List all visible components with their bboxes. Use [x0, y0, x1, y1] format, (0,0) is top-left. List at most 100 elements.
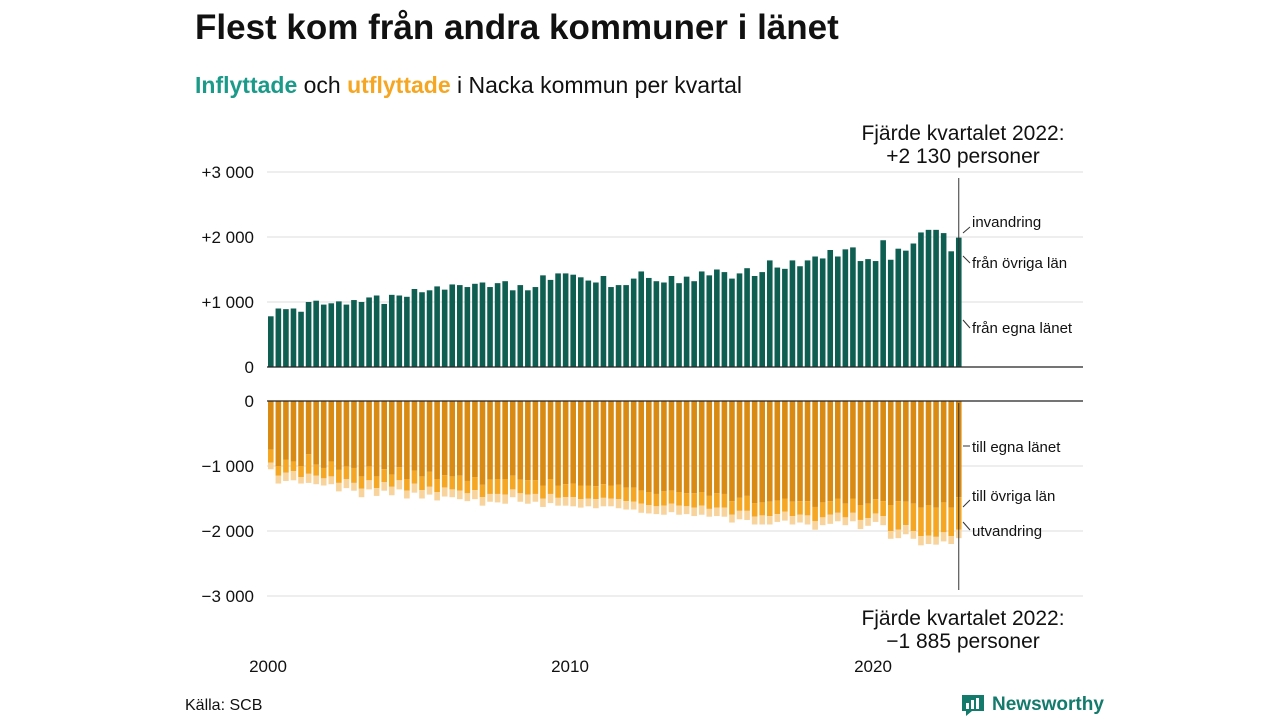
x-tick-label: 2020: [854, 657, 892, 676]
bar-out-2: [638, 503, 645, 513]
bar-out-2: [464, 493, 471, 502]
bar-out-1: [502, 479, 508, 495]
bar-in-0: [925, 229, 932, 367]
bar-out-0: [827, 401, 834, 502]
bar-out-0: [540, 401, 546, 486]
series-label: från övriga län: [972, 255, 1067, 272]
bar-in-0: [638, 271, 645, 367]
source-label: Källa: SCB: [185, 697, 263, 714]
chart-subtitle: Inflyttade och utflyttade i Nacka kommun…: [195, 72, 742, 99]
bar-out-0: [509, 401, 516, 476]
bar-out-1: [676, 492, 682, 506]
bar-in-0: [404, 296, 410, 367]
bar-out-2: [615, 499, 622, 509]
bar-out-0: [388, 401, 395, 475]
bar-in-0: [509, 290, 516, 367]
bar-out-2: [933, 536, 939, 545]
bar-out-0: [676, 401, 682, 492]
bar-out-0: [343, 401, 350, 467]
bar-in-0: [373, 295, 380, 367]
bar-out-0: [706, 401, 713, 496]
bar-out-2: [388, 486, 395, 496]
bar-out-2: [532, 493, 539, 502]
bar-out-2: [434, 492, 440, 501]
bar-out-0: [358, 401, 365, 477]
bar-out-1: [933, 507, 939, 537]
bar-in-0: [827, 250, 834, 367]
bar-out-2: [842, 517, 849, 526]
bar-out-2: [736, 510, 743, 520]
bar-out-2: [903, 525, 909, 535]
bar-in-0: [933, 229, 939, 367]
bar-in-0: [744, 268, 750, 367]
bar-in-0: [479, 282, 486, 367]
bar-out-0: [585, 401, 592, 486]
bar-out-0: [865, 401, 871, 504]
bar-out-0: [479, 401, 486, 485]
bar-out-0: [555, 401, 561, 486]
x-tick-label: 2010: [551, 657, 589, 676]
bar-in-0: [449, 284, 456, 367]
bar-out-0: [646, 401, 652, 492]
bar-out-2: [865, 518, 871, 526]
bar-out-1: [819, 502, 826, 518]
bar-in-0: [706, 275, 713, 367]
bar-out-1: [615, 484, 622, 500]
bar-out-2: [570, 497, 576, 507]
bar-in-0: [842, 249, 849, 367]
bar-in-0: [661, 282, 667, 367]
bar-in-0: [940, 233, 947, 367]
bar-out-1: [517, 479, 524, 494]
bar-out-1: [336, 469, 342, 483]
bar-out-0: [305, 401, 312, 455]
bar-out-1: [895, 501, 902, 530]
bar-out-0: [457, 401, 463, 476]
bar-out-1: [411, 470, 418, 484]
bar-out-0: [290, 401, 297, 462]
bar-out-1: [759, 502, 765, 516]
bar-out-0: [577, 401, 584, 486]
bar-out-0: [835, 401, 841, 499]
bar-out-2: [509, 489, 516, 498]
bar-out-0: [298, 401, 304, 466]
bar-in-0: [668, 276, 675, 367]
bar-out-1: [464, 480, 471, 494]
bar-out-2: [577, 499, 584, 508]
brand-logo: Newsworthy: [960, 692, 1104, 718]
bar-in-0: [872, 261, 879, 367]
bar-out-1: [638, 490, 645, 504]
bar-out-0: [668, 401, 675, 491]
bar-out-1: [305, 454, 312, 474]
bar-out-1: [268, 449, 274, 463]
bar-out-2: [283, 472, 289, 481]
bar-out-2: [562, 497, 569, 506]
bar-in-0: [615, 285, 622, 367]
series-label-leader: [962, 499, 971, 508]
bar-out-2: [751, 516, 758, 525]
chart-title: Flest kom från andra kommuner i länet: [195, 8, 839, 47]
bar-out-2: [336, 482, 342, 492]
series-label: till övriga län: [972, 488, 1055, 505]
bar-out-0: [872, 401, 879, 500]
bar-in-0: [313, 300, 319, 367]
bar-out-1: [766, 501, 773, 517]
bar-out-2: [623, 501, 629, 510]
annotation-top-line2: +2 130 personer: [886, 145, 1040, 168]
bar-out-1: [827, 501, 834, 515]
bar-in-0: [343, 304, 350, 367]
bar-out-2: [925, 535, 932, 544]
bar-out-2: [404, 490, 410, 499]
bar-in-0: [698, 271, 705, 367]
bar-out-2: [419, 490, 425, 499]
bar-out-2: [676, 505, 682, 515]
bar-out-0: [494, 401, 501, 479]
bar-out-1: [668, 490, 675, 504]
bar-in-0: [751, 276, 758, 367]
bar-in-0: [570, 274, 576, 367]
bar-out-1: [426, 471, 433, 487]
bar-out-0: [895, 401, 902, 502]
bar-out-1: [880, 501, 886, 517]
bar-out-0: [366, 401, 372, 467]
bar-in-0: [336, 301, 342, 367]
annotation-top-line1: Fjärde kvartalet 2022:: [861, 122, 1064, 145]
